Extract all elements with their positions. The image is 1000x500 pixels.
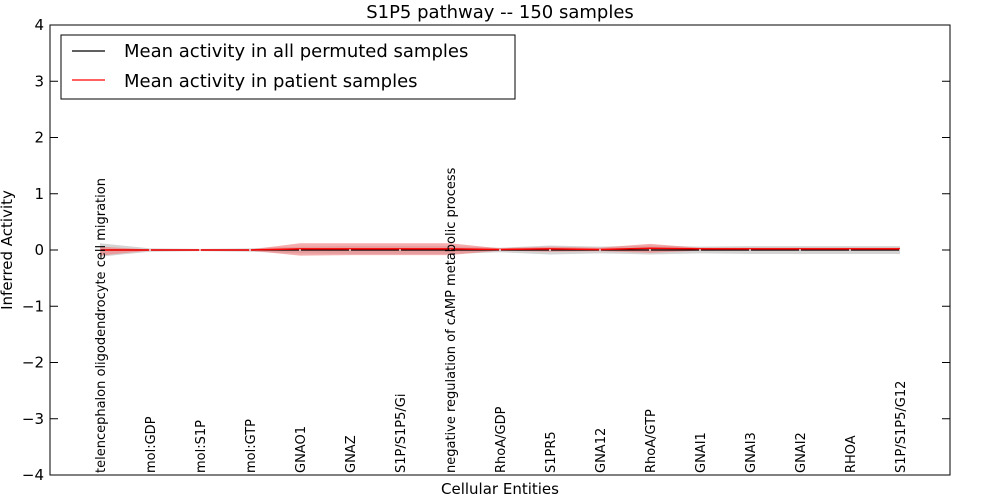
legend-box: [60, 34, 516, 100]
category-label: GNAI1: [694, 432, 709, 473]
y-tick-label: −4: [22, 466, 44, 484]
point-permuted: [499, 249, 501, 251]
x-axis-label: Cellular Entities: [441, 480, 559, 498]
category-label: mol:GTP: [244, 419, 259, 473]
point-permuted: [199, 249, 201, 251]
point-permuted: [549, 249, 551, 251]
category-label: RHOA: [844, 435, 859, 473]
y-tick-label: −2: [22, 354, 44, 372]
series-lines: [99, 247, 901, 251]
y-tick-label: 4: [34, 16, 44, 34]
point-permuted: [249, 249, 251, 251]
category-label: RhoA/GDP: [494, 406, 509, 473]
category-label: GNAZ: [344, 435, 359, 473]
legend-label-permuted: Mean activity in all permuted samples: [124, 41, 468, 62]
point-permuted: [349, 249, 351, 251]
y-tick-label: 0: [34, 241, 44, 259]
category-label: mol:GDP: [144, 416, 159, 473]
category-label: telencephalon oligodendrocyte cell migra…: [94, 178, 109, 473]
category-label: GNAI2: [794, 432, 809, 473]
point-permuted: [649, 249, 651, 251]
category-label: GNAI3: [744, 432, 759, 473]
point-permuted: [849, 249, 851, 251]
category-label: GNA12: [594, 428, 609, 473]
point-permuted: [399, 249, 401, 251]
category-labels: telencephalon oligodendrocyte cell migra…: [94, 167, 909, 473]
category-label: S1P/S1P5/G12: [894, 381, 909, 473]
y-tick-label: −3: [22, 410, 44, 428]
y-tick-label: 3: [34, 72, 44, 90]
point-permuted: [299, 249, 301, 251]
point-permuted: [899, 249, 901, 251]
y-tick-label: 1: [34, 185, 44, 203]
y-axis-label: Inferred Activity: [0, 190, 16, 310]
category-label: RhoA/GTP: [644, 409, 659, 473]
chart-title: S1P5 pathway -- 150 samples: [366, 2, 634, 23]
y-tick-label: 2: [34, 129, 44, 147]
category-label: GNAO1: [294, 426, 309, 473]
legend: Mean activity in all permuted samples Me…: [60, 34, 516, 100]
point-permuted: [149, 249, 151, 251]
category-label: S1P/S1P5/Gi: [394, 394, 409, 473]
point-permuted: [99, 249, 101, 251]
point-permuted: [799, 249, 801, 251]
y-tick-label: −1: [22, 297, 44, 315]
point-permuted: [749, 249, 751, 251]
category-label: S1PR5: [544, 431, 559, 473]
point-permuted: [449, 249, 451, 251]
point-permuted: [599, 249, 601, 251]
y-axis-ticks: −4 −3 −2 −1 0 1 2 3 4: [22, 16, 950, 484]
category-label: mol:S1P: [194, 420, 209, 473]
point-permuted: [699, 249, 701, 251]
category-label: negative regulation of cAMP metabolic pr…: [444, 167, 459, 473]
legend-label-patient: Mean activity in patient samples: [124, 71, 418, 92]
